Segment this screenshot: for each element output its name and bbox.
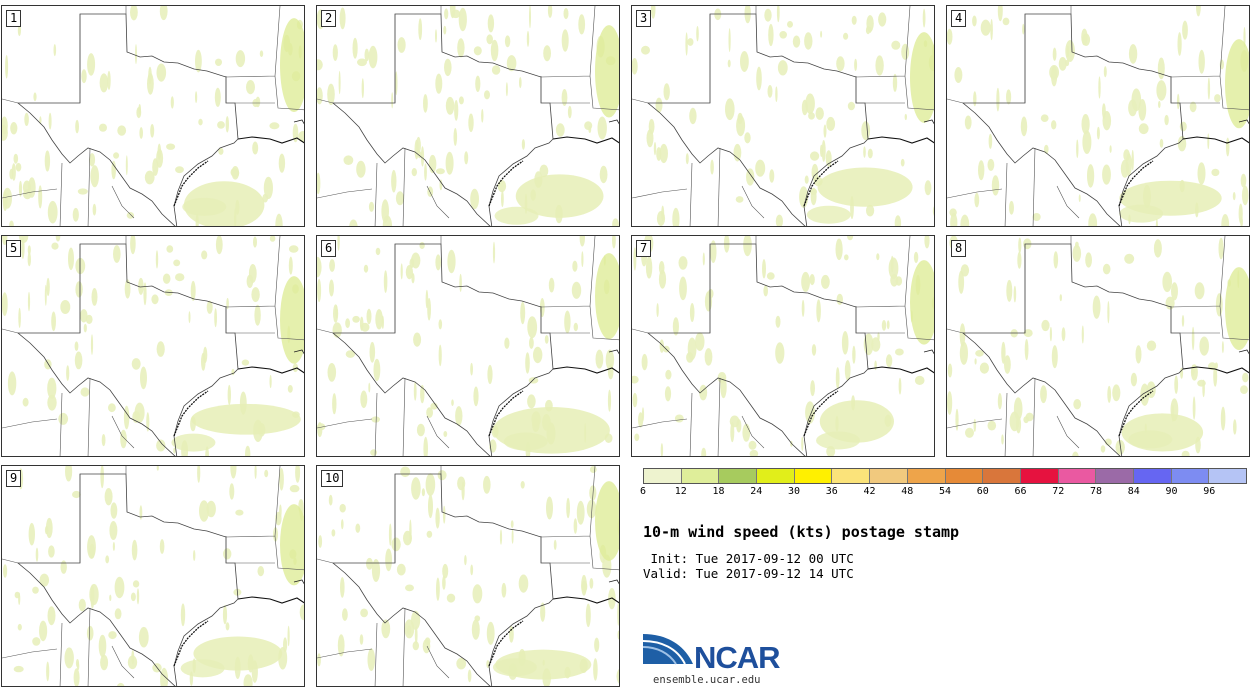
texas-map-icon	[317, 236, 619, 456]
colorbar-segment	[757, 469, 795, 483]
colorbar-segment	[681, 469, 720, 483]
member-label: 2	[321, 10, 337, 27]
colorbar-tick: 24	[750, 486, 763, 497]
colorbar-segment	[1058, 469, 1097, 483]
member-label: 3	[636, 10, 652, 27]
colorbar-segment	[832, 469, 871, 483]
colorbar-segment	[945, 469, 984, 483]
colorbar-segment	[1020, 469, 1059, 483]
colorbar-tick: 90	[1165, 486, 1178, 497]
texas-map-icon	[317, 6, 619, 226]
texas-map-icon	[632, 6, 934, 226]
colorbar-tick: 84	[1127, 486, 1140, 497]
wind-speed-colorbar	[643, 468, 1247, 484]
colorbar-tick: 72	[1052, 486, 1065, 497]
member-panel-9: 9	[1, 465, 305, 687]
colorbar-tick: 30	[787, 486, 801, 497]
colorbar-tick: 60	[976, 486, 989, 497]
member-label: 10	[321, 470, 344, 487]
colorbar-segment	[1209, 469, 1246, 483]
ncar-logo-icon	[643, 634, 693, 665]
texas-map-icon	[2, 466, 304, 686]
colorbar-segment	[907, 469, 946, 483]
member-label: 4	[951, 10, 967, 27]
texas-map-icon	[947, 236, 1249, 456]
member-label: 8	[951, 240, 967, 257]
colorbar-tick: 54	[938, 486, 952, 497]
texas-map-icon	[947, 6, 1249, 226]
member-panel-4: 4	[946, 5, 1250, 227]
site-url[interactable]: ensemble.ucar.edu	[653, 674, 761, 686]
colorbar-segment	[719, 469, 758, 483]
member-panel-5: 5	[1, 235, 305, 457]
member-label: 9	[6, 470, 22, 487]
texas-map-icon	[2, 236, 304, 456]
colorbar-segment	[1171, 469, 1210, 483]
colorbar-tick: 96	[1203, 486, 1216, 497]
member-panel-1: 1	[1, 5, 305, 227]
colorbar-tick: 36	[825, 486, 838, 497]
texas-map-icon	[317, 466, 619, 686]
valid-time: Valid: Tue 2017-09-12 14 UTC	[643, 566, 854, 581]
colorbar-tick-labels: 6 12 18 24 30 36 42 48 54 60 66 72 78 84 90 96	[639, 486, 1247, 500]
colorbar-tick: 42	[863, 486, 876, 497]
colorbar-tick: 18	[712, 486, 725, 497]
colorbar-segment	[1133, 469, 1172, 483]
colorbar-segment	[870, 469, 908, 483]
colorbar-segment	[644, 469, 682, 483]
init-time: Init: Tue 2017-09-12 00 UTC	[643, 551, 854, 566]
colorbar-tick: 78	[1089, 486, 1103, 497]
member-panel-2: 2	[316, 5, 620, 227]
colorbar-tick: 66	[1014, 486, 1027, 497]
member-panel-3: 3	[631, 5, 935, 227]
member-panel-6: 6	[316, 235, 620, 457]
colorbar-segment	[1096, 469, 1134, 483]
colorbar-tick: 48	[901, 486, 914, 497]
colorbar-segment	[983, 469, 1021, 483]
member-label: 1	[6, 10, 22, 27]
ncar-logo-text: NCAR	[694, 640, 781, 675]
colorbar-tick: 6	[639, 486, 647, 497]
plot-title: 10-m wind speed (kts) postage stamp	[643, 523, 960, 541]
member-panel-7: 7	[631, 235, 935, 457]
member-panel-8: 8	[946, 235, 1250, 457]
member-panel-10: 10	[316, 465, 620, 687]
member-label: 5	[6, 240, 22, 257]
member-label: 7	[636, 240, 652, 257]
member-label: 6	[321, 240, 337, 257]
colorbar-tick: 12	[674, 486, 687, 497]
texas-map-icon	[2, 6, 304, 226]
texas-map-icon	[632, 236, 934, 456]
colorbar-segment	[794, 469, 833, 483]
